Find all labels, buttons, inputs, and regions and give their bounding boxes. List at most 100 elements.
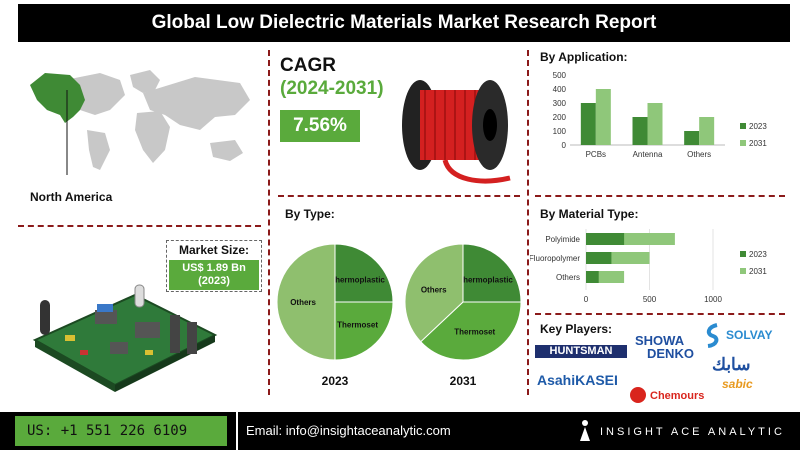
cagr-label: CAGR [280,55,336,76]
mat-category-label: Polyimide [545,235,580,244]
sabic-arabic-logo: سابك [712,355,751,374]
mat-xtick-label: 500 [643,295,657,304]
europe-shape [130,70,160,93]
pie-slice-thermoplastic [462,243,522,303]
cagr-value: 7.56% [280,110,360,142]
market-size-value-box: US$ 1.89 Bn (2023) [169,260,259,290]
pie-slice-label: Thermoset [337,321,378,330]
pie-slice-label: Others [421,285,447,294]
mat-category-label: Fluoropolymer [530,254,580,263]
app-ytick-label: 0 [562,141,567,150]
app-legend-swatch [740,140,746,146]
market-size-label: Market Size: [178,243,250,257]
yellow-part [65,335,75,341]
app-category-label: PCBs [586,150,606,159]
pie-slice-thermoplastic [334,243,394,303]
app-ytick-label: 500 [553,71,567,80]
australia-shape [210,140,243,161]
pie-slice-others [404,243,464,343]
denko-text: DENKO [647,346,694,361]
circuit-board-illustration [32,284,218,392]
pie-slice-label: Thermoset [454,328,495,337]
by-material-heading: By Material Type: [540,207,639,221]
showa-denko-logo: SHOWA DENKO [635,334,694,360]
north-america-shape [30,73,85,123]
app-legend-label: 2031 [749,139,767,148]
mat-xtick-label: 1000 [704,295,722,304]
cagr-period: (2024-2031) [280,78,384,99]
by-material-chart: 0 500 1000 Polyimide Fluoropolymer Others 2023… [530,229,767,304]
wire-tail [442,159,511,184]
chip-1 [95,310,117,324]
south-america-shape [87,130,110,170]
pie-slice-thermoset [420,301,522,361]
mat-legend-swatch [740,251,746,257]
mat-bar-2023 [586,252,612,264]
red-part [80,350,88,355]
app-legend-swatch [740,123,746,129]
app-legend-label: 2023 [749,122,767,131]
asia-shape [143,77,250,130]
page-title: Global Low Dielectric Materials Market R… [18,4,790,42]
pie-slice-thermoset [334,301,394,361]
footer-phone[interactable]: US: +1 551 226 6109 [15,416,227,446]
africa-shape [135,111,170,163]
divider-left [268,50,270,395]
app-bar-2023 [580,103,596,145]
app-ytick-label: 100 [553,127,567,136]
pcb-edge-left [35,340,115,392]
solvay-swirl [706,323,719,348]
mat-category-label: Others [556,273,580,282]
capacitor-2 [134,284,145,308]
pie-year-label: 2023 [322,374,349,388]
by-application-heading: By Application: [540,50,628,64]
market-size-box: Market Size: US$ 1.89 Bn (2023) [166,240,262,292]
world-map [30,70,250,175]
chemours-logo: Chemours [650,390,705,402]
chemours-icon [630,387,646,403]
key-players-heading: Key Players: [540,322,613,336]
page-title-text: Global Low Dielectric Materials Market R… [151,12,657,33]
pie-slice-label: Thermoplastic [330,275,385,284]
footer-email[interactable]: Email: info@insightaceanalytic.com [246,423,451,438]
chip-4 [170,315,180,353]
app-bar-2031 [647,103,663,145]
app-category-label: Antenna [633,150,663,159]
logo-triangle [580,427,590,441]
insight-ace-logo-icon [580,420,590,441]
huntsman-logo: HUNTSMAN [535,345,627,358]
chip-3 [110,342,128,354]
pie-slice-others [276,243,336,361]
app-ytick-label: 300 [553,99,567,108]
divider-right-h-top [535,195,785,197]
app-bar-2031 [595,89,611,145]
footer-brand: INSIGHT ACE ANALYTIC [600,426,785,438]
mat-xtick-label: 0 [584,295,589,304]
app-bar-2023 [632,117,648,145]
footer-divider [236,412,238,450]
spool-hole [483,109,497,141]
showa-text: SHOWA [635,333,685,348]
pie-slice-label: Thermoplastic [458,275,513,284]
solvay-icon [706,323,719,348]
yellow-part-2 [145,350,153,355]
app-category-label: Others [687,150,711,159]
market-size-value: US$ 1.89 Bn [182,262,246,274]
app-ytick-label: 400 [553,85,567,94]
capacitor-1 [40,300,50,335]
sabic-logo: sabic [722,377,753,391]
app-bar-2023 [684,131,700,145]
app-bar-2031 [699,117,715,145]
divider-mid-h [278,195,520,197]
market-size-year: (2023) [198,275,230,287]
by-type-pies: Thermoplastic Thermoset Others 2023 Thermopl… [276,243,522,388]
blue-chip [97,304,113,312]
mat-legend-label: 2031 [749,267,767,276]
by-type-heading: By Type: [285,207,335,221]
divider-left-h [18,225,261,227]
divider-right-h-bottom [535,313,785,315]
asahi-kasei-logo: AsahiKASEI [537,372,618,388]
divider-right [527,50,529,395]
chip-5 [187,322,197,354]
mat-legend-swatch [740,268,746,274]
